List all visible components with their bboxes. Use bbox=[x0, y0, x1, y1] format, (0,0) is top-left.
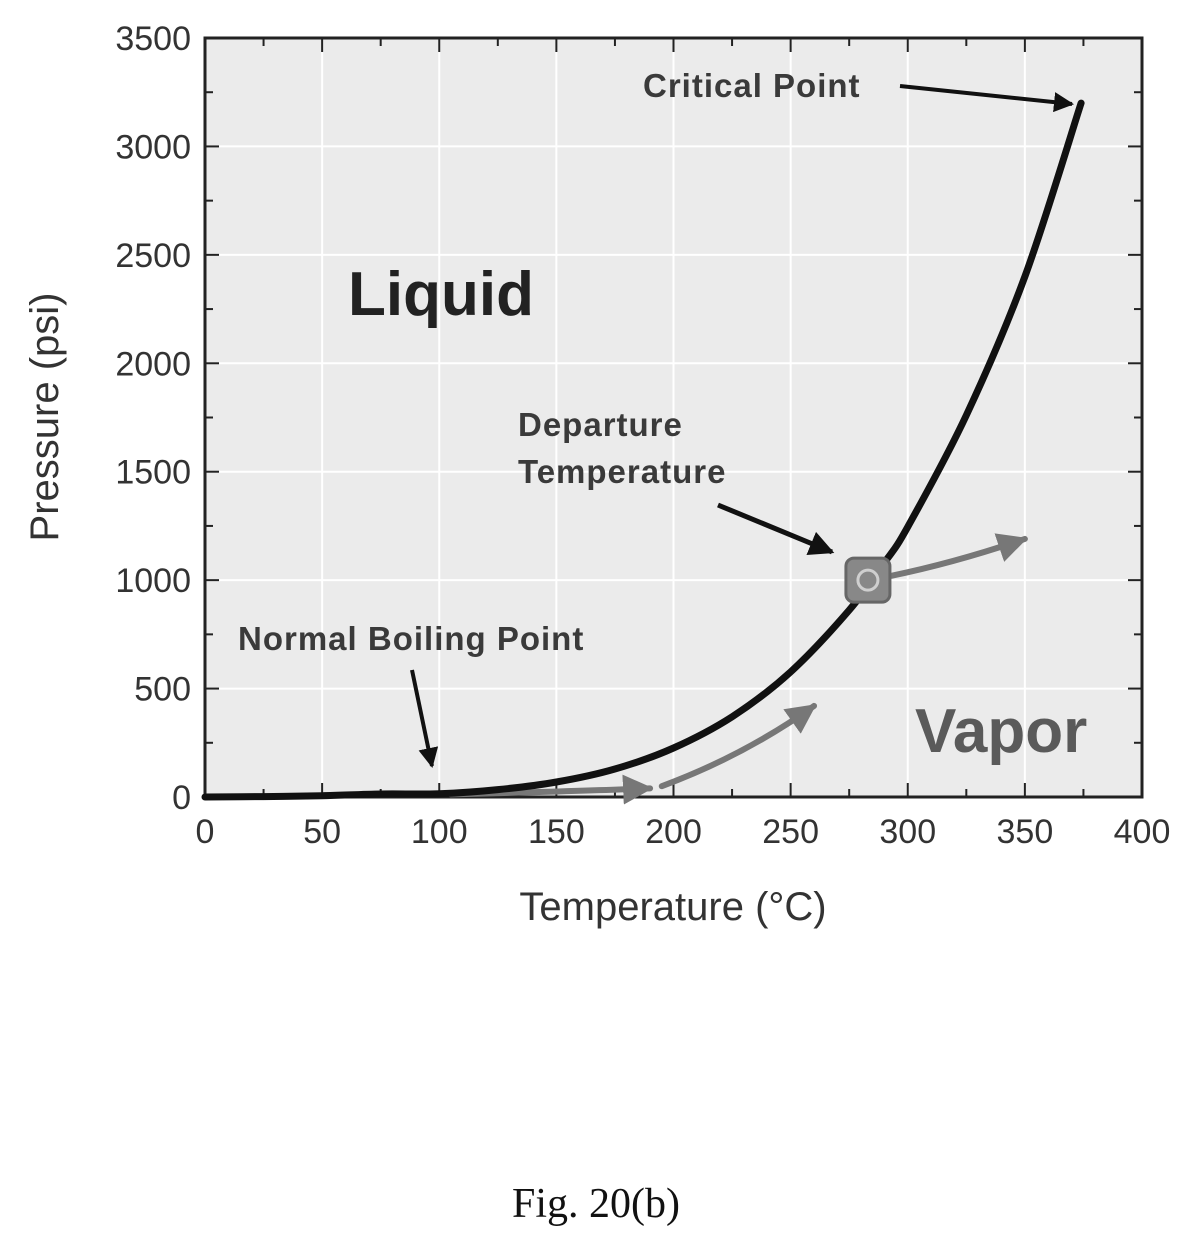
y-tick-label: 1000 bbox=[115, 562, 191, 600]
x-tick-labels: 0 50 100 150 200 250 300 350 400 bbox=[196, 813, 1171, 851]
arrow-critical-point bbox=[899, 84, 1074, 113]
y-tick-labels: 0 500 1000 1500 2000 2500 3000 3500 bbox=[115, 20, 191, 817]
x-tick-label: 250 bbox=[762, 813, 819, 851]
y-tick-label: 2500 bbox=[115, 237, 191, 275]
flow-arrow bbox=[658, 702, 818, 790]
y-tick-label: 2000 bbox=[115, 345, 191, 383]
y-tick-label: 500 bbox=[134, 671, 191, 709]
region-label-vapor: Vapor bbox=[915, 697, 1087, 766]
flow-arrow bbox=[888, 533, 1028, 579]
plot-area bbox=[203, 36, 1144, 799]
grid bbox=[205, 38, 1142, 797]
y-axis-title: Pressure (psi) bbox=[23, 293, 67, 542]
arrow-normal-boiling bbox=[410, 669, 439, 768]
figure-caption: Fig. 20(b) bbox=[512, 1181, 680, 1227]
region-label-liquid: Liquid bbox=[348, 260, 534, 329]
departure-point-marker bbox=[844, 556, 892, 604]
y-tick-label: 3000 bbox=[115, 128, 191, 166]
y-tick-label: 3500 bbox=[115, 20, 191, 58]
departure-point-dot bbox=[856, 568, 880, 592]
annotation-departure-line2: Temperature bbox=[518, 453, 726, 490]
x-tick-label: 50 bbox=[303, 813, 341, 851]
x-tick-label: 400 bbox=[1114, 813, 1171, 851]
vapor-pressure-curve bbox=[201, 99, 1085, 801]
x-tick-label: 150 bbox=[528, 813, 585, 851]
annotation-departure-line1: Departure bbox=[518, 406, 683, 443]
x-tick-label: 100 bbox=[411, 813, 468, 851]
departure-marker bbox=[844, 556, 892, 604]
x-tick-label: 0 bbox=[196, 813, 215, 851]
x-axis-title: Temperature (°C) bbox=[519, 885, 826, 929]
x-tick-label: 300 bbox=[879, 813, 936, 851]
y-tick-label: 1500 bbox=[115, 454, 191, 492]
annotation-normal-boiling-point: Normal Boiling Point bbox=[238, 620, 584, 657]
x-tick-label: 200 bbox=[645, 813, 702, 851]
annotation-critical-point: Critical Point bbox=[643, 67, 861, 104]
x-tick-label: 350 bbox=[997, 813, 1054, 851]
y-tick-label: 0 bbox=[172, 779, 191, 817]
arrow-departure bbox=[717, 502, 835, 555]
